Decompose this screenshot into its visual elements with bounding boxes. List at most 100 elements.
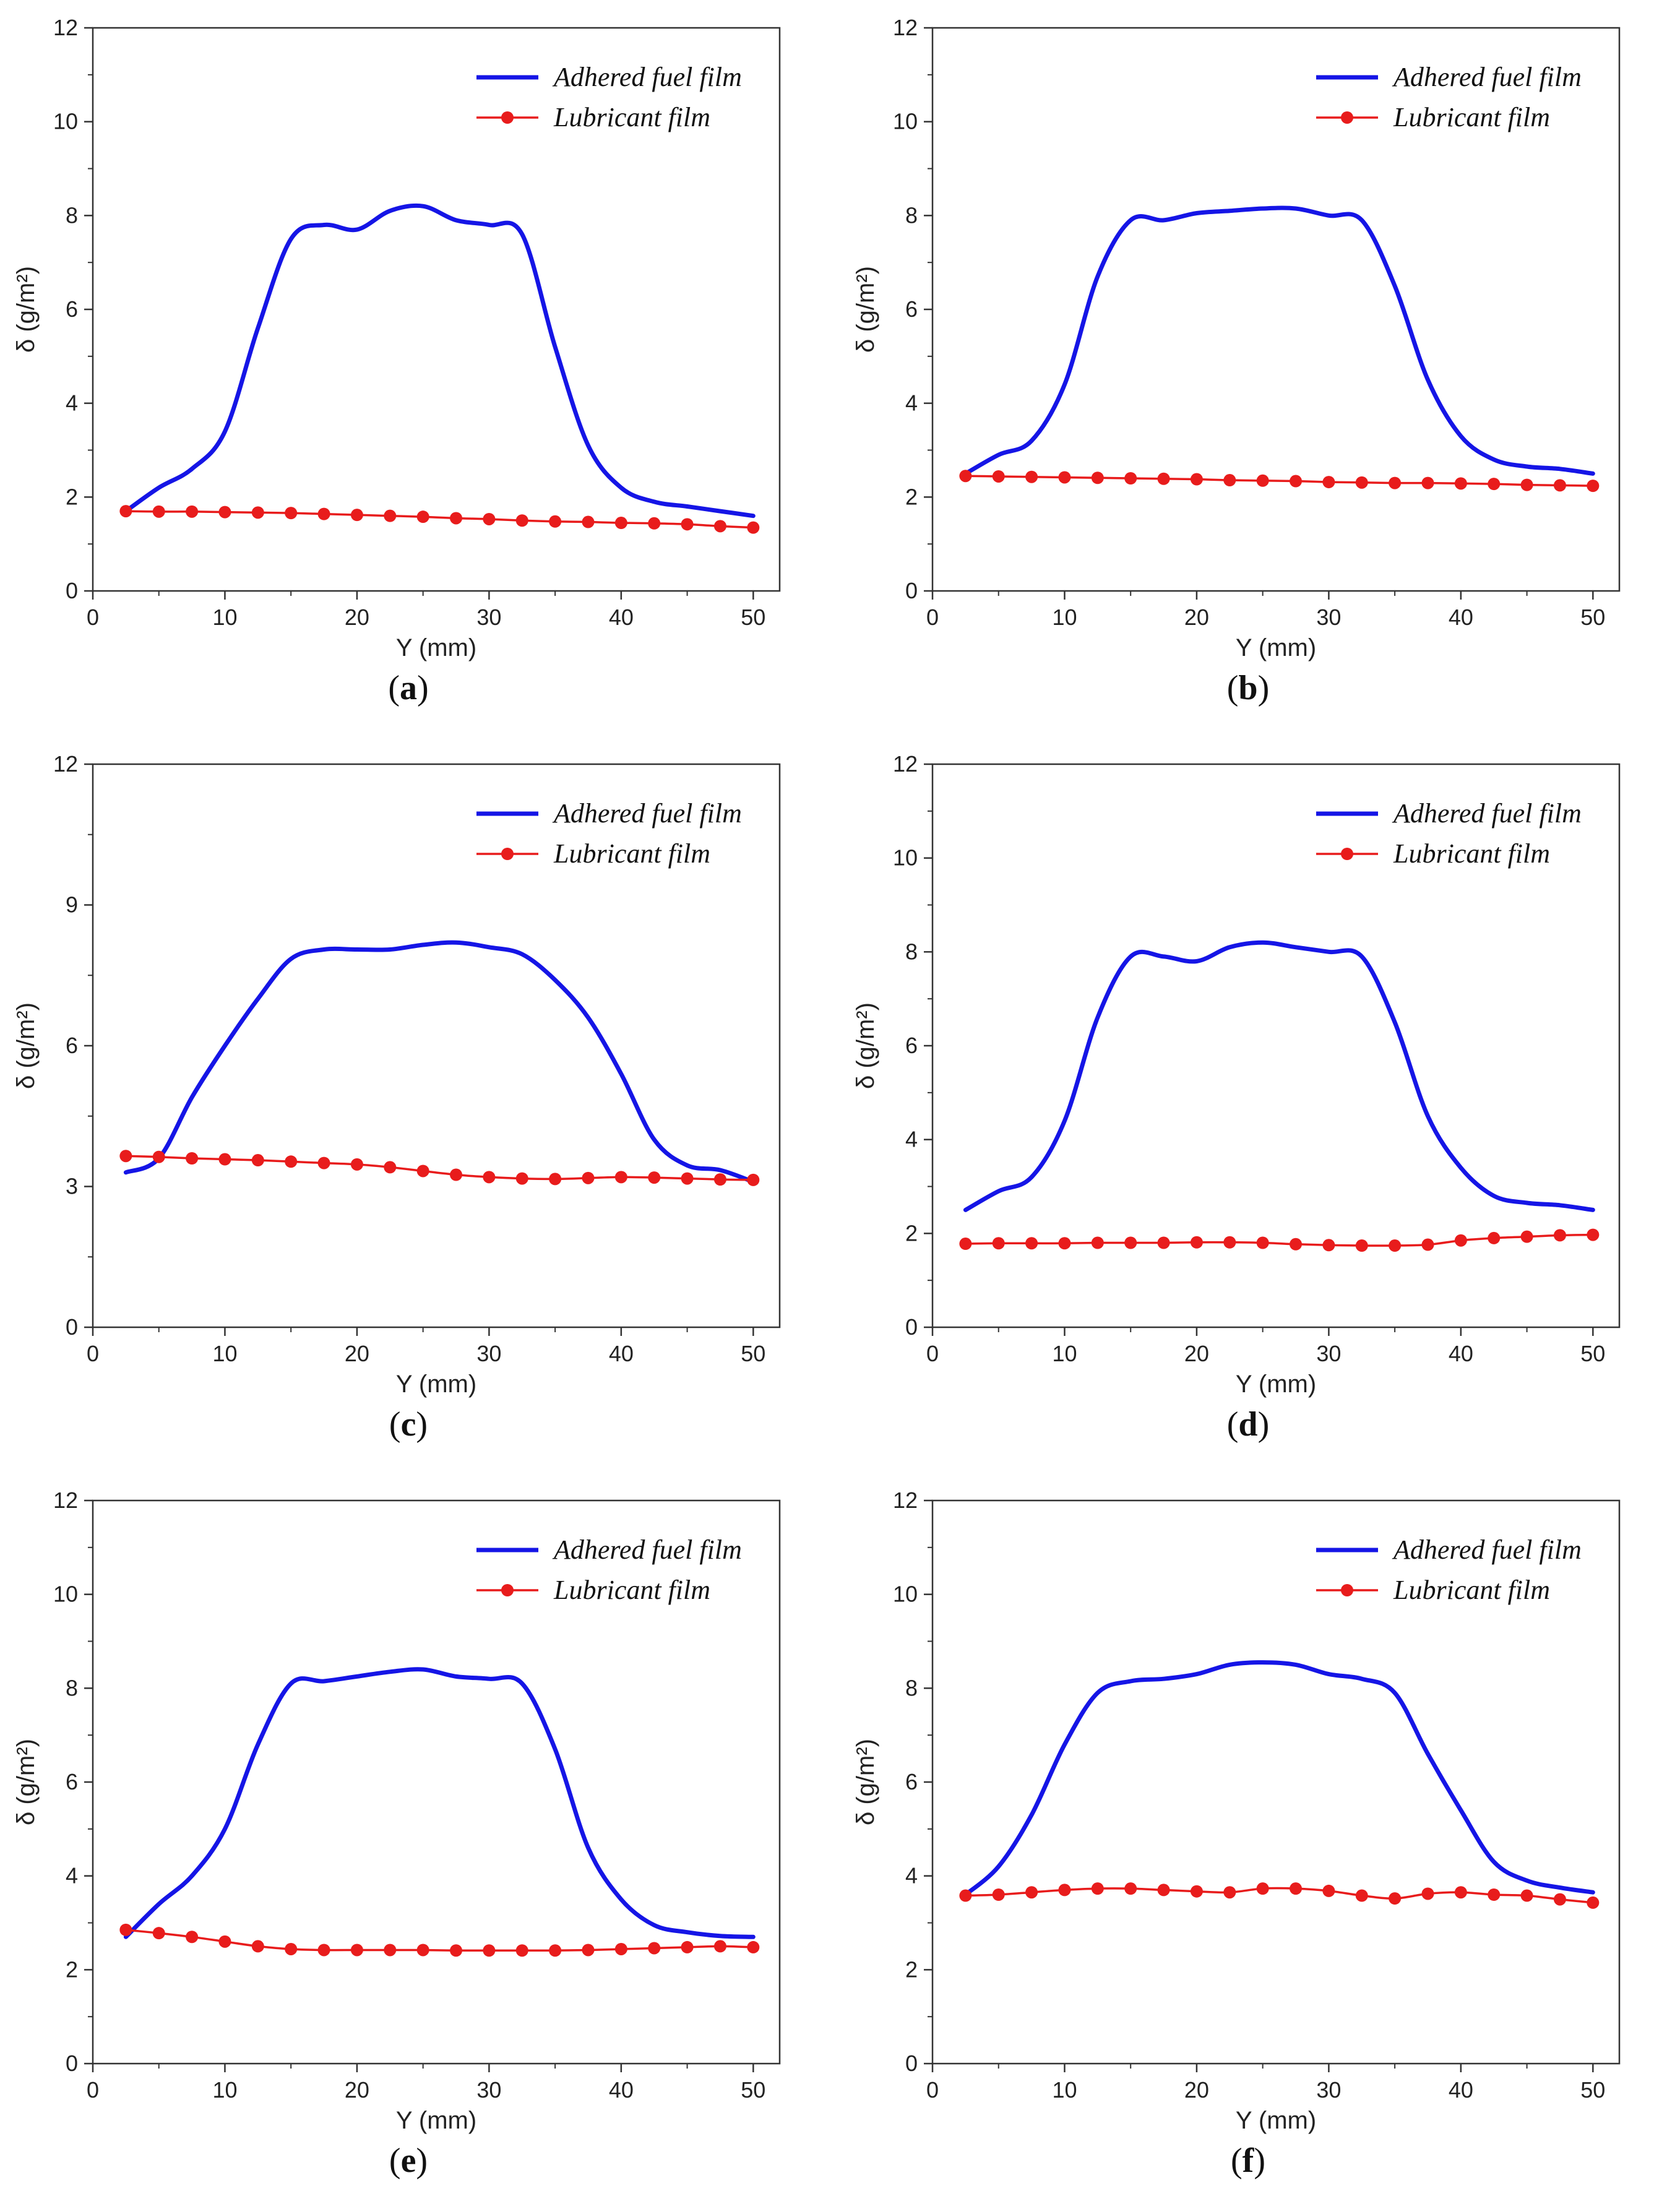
lubricant-film-point [350, 1158, 363, 1171]
caption-letter: e [400, 2142, 416, 2180]
lubricant-film-point [648, 1171, 661, 1184]
y-tick-label: 2 [905, 484, 918, 509]
lubricant-film-point [747, 521, 760, 534]
lubricant-film-point [1389, 1892, 1402, 1905]
caption-close: ) [416, 1405, 428, 1444]
x-tick-label: 40 [609, 2077, 634, 2103]
x-axis-title: Y (mm) [1236, 1371, 1316, 1398]
y-tick-label: 0 [66, 2051, 78, 2076]
lubricant-film-point [1553, 1229, 1566, 1242]
x-axis-title: Y (mm) [396, 634, 476, 661]
chart-panel-f: 0 10 20 30 40 50 0 2 4 6 8 10 12 Y (mm) δ (g/m²) Adhere… [840, 1473, 1679, 2209]
y-axis-title: δ (g/m²) [852, 266, 879, 353]
lubricant-film-point [483, 1944, 496, 1957]
y-tick-label: 12 [53, 1488, 78, 1513]
x-tick-label: 10 [1052, 605, 1077, 630]
y-tick-label: 12 [893, 1488, 918, 1513]
fuel-film-line [963, 1660, 1595, 1897]
lubricant-film-point [384, 1944, 397, 1957]
legend-lubricant-marker [1341, 111, 1353, 124]
x-tick-label: 50 [741, 1341, 765, 1366]
lubricant-film-point [681, 1172, 694, 1185]
lubricant-film-point [959, 1238, 972, 1251]
chart-svg-a: 0 10 20 30 40 50 0 2 4 6 8 10 12 Y (mm) δ (g/m²) Adhere… [12, 15, 781, 661]
chart-svg-c: 0 10 20 30 40 50 0 3 6 9 12 Y (mm) δ (g/m²) Adhered f… [12, 751, 781, 1398]
y-axis-title: δ (g/m²) [852, 1739, 879, 1825]
lubricant-film-point [218, 1153, 231, 1166]
lubricant-film-point [186, 505, 199, 518]
y-axis-title: δ (g/m²) [12, 1739, 40, 1825]
lubricant-film-point [384, 1161, 397, 1174]
legend-lubricant-label: Lubricant film [1393, 1575, 1550, 1605]
y-tick-label: 4 [66, 390, 78, 416]
y-tick-label: 6 [905, 1769, 918, 1794]
lubricant-film-point [350, 1944, 363, 1957]
chart-panel-a: 0 10 20 30 40 50 0 2 4 6 8 10 12 Y (mm) δ (g/m²) Adhere… [0, 0, 840, 736]
chart-svg-b: 0 10 20 30 40 50 0 2 4 6 8 10 12 Y (mm) δ (g/m²) Adhere… [852, 15, 1621, 661]
lubricant-film-point [582, 515, 595, 528]
lubricant-film-point [1421, 476, 1434, 489]
caption-open: ( [388, 669, 400, 707]
lubricant-film-point [681, 1940, 694, 1953]
lubricant-film-point [747, 1940, 760, 1953]
lubricant-film-point [747, 1173, 760, 1186]
legend-lubricant-marker [1341, 1584, 1353, 1596]
lubricant-film-point [549, 515, 562, 528]
lubricant-film-point [582, 1171, 595, 1184]
lubricant-film-point [1124, 472, 1137, 484]
caption-close: ) [1257, 669, 1270, 707]
legend-lubricant-label: Lubricant film [553, 1575, 710, 1605]
y-tick-label: 8 [905, 1675, 918, 1700]
caption-close: ) [1257, 1405, 1270, 1444]
lubricant-film-point [450, 1168, 463, 1181]
y-tick-label: 2 [905, 1220, 918, 1246]
y-tick-label: 0 [66, 1314, 78, 1340]
lubricant-film-point [285, 1942, 298, 1955]
lubricant-film-point [1223, 1886, 1236, 1899]
lubricant-film-point [1223, 474, 1236, 487]
x-tick-label: 50 [741, 605, 765, 630]
legend-lubricant-label: Lubricant film [1393, 102, 1550, 132]
lubricant-film-point [1091, 1882, 1104, 1895]
y-tick-label: 4 [66, 1863, 78, 1888]
y-tick-label: 6 [905, 296, 918, 322]
x-tick-label: 40 [1449, 605, 1473, 630]
lubricant-film-point [1223, 1236, 1236, 1249]
lubricant-film-point [1091, 1236, 1104, 1249]
lubricant-film-point [1256, 1882, 1269, 1895]
y-tick-label: 10 [893, 845, 918, 871]
lubricant-film-point [1355, 1889, 1368, 1902]
x-tick-label: 20 [345, 1341, 369, 1366]
lubricant-film-point [1025, 470, 1038, 483]
lubricant-film-point [350, 509, 363, 522]
y-tick-label: 4 [905, 1127, 918, 1152]
lubricant-film-point [1553, 1893, 1566, 1906]
lubricant-film-point [1256, 1236, 1269, 1249]
x-tick-label: 30 [1316, 2077, 1341, 2103]
legend-fuel-label: Adhered fuel film [1392, 798, 1582, 829]
legend-fuel-label: Adhered fuel film [552, 798, 742, 829]
lubricant-film-point [186, 1152, 199, 1165]
lubricant-film-point [317, 1944, 330, 1957]
x-tick-label: 50 [741, 2077, 765, 2103]
caption-letter: a [400, 669, 417, 707]
lubricant-film-point [450, 1944, 463, 1957]
y-tick-label: 4 [905, 1863, 918, 1888]
chart-svg-f: 0 10 20 30 40 50 0 2 4 6 8 10 12 Y (mm) δ (g/m²) Adhere… [852, 1488, 1621, 2134]
y-tick-label: 0 [905, 578, 918, 603]
lubricant-film-point [713, 1173, 726, 1186]
lubricant-film-point [1488, 1231, 1501, 1244]
y-axis-title: δ (g/m²) [852, 1002, 879, 1089]
lubricant-film-point [1157, 472, 1170, 485]
lubricant-film-point [1389, 476, 1402, 489]
fuel-film-line [123, 203, 756, 519]
x-tick-label: 0 [926, 2077, 939, 2103]
legend-fuel-label: Adhered fuel film [1392, 62, 1582, 92]
lubricant-film-point [1124, 1236, 1137, 1249]
lubricant-film-point [416, 1165, 429, 1178]
lubricant-film-point [152, 505, 165, 518]
y-tick-label: 2 [905, 1957, 918, 1982]
x-tick-label: 0 [87, 1341, 99, 1366]
x-tick-label: 20 [345, 605, 369, 630]
x-tick-label: 40 [609, 1341, 634, 1366]
